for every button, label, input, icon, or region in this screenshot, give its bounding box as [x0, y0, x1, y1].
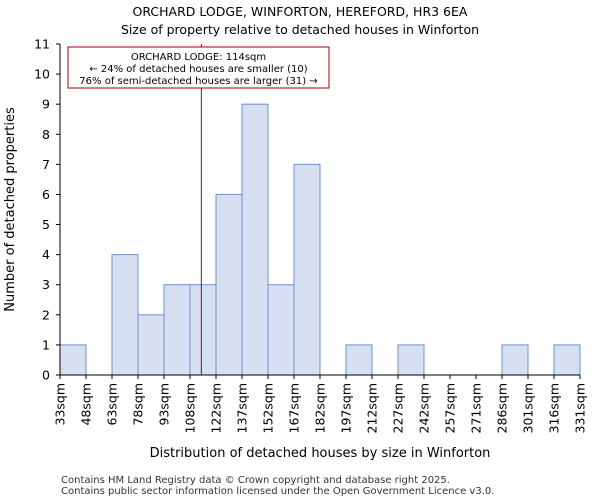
annotation-line-3: 76% of semi-detached houses are larger (… — [79, 76, 317, 87]
annotation-line-2: ← 24% of detached houses are smaller (10… — [89, 64, 307, 75]
x-tick-label: 271sqm — [469, 383, 484, 433]
chart-title: ORCHARD LODGE, WINFORTON, HEREFORD, HR3 … — [132, 4, 468, 19]
x-tick-label: 301sqm — [521, 383, 536, 433]
footer-copyright: Contains HM Land Registry data © Crown c… — [61, 475, 450, 486]
x-tick-label: 167sqm — [287, 383, 302, 433]
bar-286sqm — [501, 344, 529, 376]
bar-167sqm — [293, 163, 321, 376]
x-tick-label: 33sqm — [53, 383, 68, 426]
chart-subtitle: Size of property relative to detached ho… — [120, 22, 480, 37]
bar-137sqm — [241, 103, 269, 376]
x-tick-label: 227sqm — [391, 383, 406, 433]
y-tick-label: 3 — [42, 277, 50, 292]
x-tick-label: 78sqm — [131, 383, 146, 426]
y-tick-label: 1 — [42, 337, 50, 352]
bar-197sqm — [345, 344, 373, 376]
y-tick-label: 0 — [42, 368, 50, 383]
y-tick-label: 5 — [42, 217, 50, 232]
x-tick-label: 182sqm — [313, 383, 328, 433]
bar-93sqm — [163, 284, 191, 376]
x-tick-label: 108sqm — [183, 383, 198, 433]
bar-227sqm — [397, 344, 425, 376]
y-axis: 0 1 2 3 4 5 6 7 8 9 10 11 — [34, 37, 61, 383]
y-tick-label: 7 — [42, 157, 50, 172]
y-axis-label: Number of detached properties — [3, 107, 18, 312]
x-tick-label: 197sqm — [339, 383, 354, 433]
y-tick-label: 2 — [42, 307, 50, 322]
y-tick-label: 8 — [42, 127, 50, 142]
bar-63sqm — [111, 254, 139, 376]
x-tick-label: 122sqm — [209, 383, 224, 433]
x-tick-label: 316sqm — [547, 383, 562, 433]
bar-152sqm — [267, 284, 295, 376]
x-tick-label: 63sqm — [105, 383, 120, 426]
bar-78sqm — [137, 314, 165, 376]
x-tick-label: 286sqm — [495, 383, 510, 433]
y-tick-label: 4 — [42, 247, 50, 262]
x-tick-label: 257sqm — [443, 383, 458, 433]
y-tick-label: 10 — [34, 67, 50, 82]
annotation-box: ORCHARD LODGE: 114sqm ← 24% of detached … — [67, 46, 330, 89]
x-axis-label: Distribution of detached houses by size … — [150, 446, 491, 461]
y-tick-label: 11 — [34, 37, 50, 52]
x-tick-label: 152sqm — [261, 383, 276, 433]
x-tick-label: 331sqm — [573, 383, 588, 433]
y-tick-label: 6 — [42, 187, 50, 202]
annotation-rect — [67, 46, 330, 89]
bar-122sqm — [215, 193, 243, 376]
annotation-line-1: ORCHARD LODGE: 114sqm — [131, 52, 266, 63]
x-axis: 33sqm 48sqm 63sqm 78sqm 93sqm 108sqm 122sqm 137… — [53, 374, 588, 433]
x-tick-label: 242sqm — [417, 383, 432, 433]
bar-316sqm — [553, 344, 581, 376]
y-tick-label: 9 — [42, 97, 50, 112]
x-tick-label: 212sqm — [365, 383, 380, 433]
x-tick-label: 93sqm — [157, 383, 172, 426]
x-tick-label: 48sqm — [79, 383, 94, 426]
bars-group — [59, 103, 581, 376]
bar-108sqm — [189, 284, 217, 376]
bar-33sqm — [59, 344, 87, 376]
x-tick-label: 137sqm — [235, 383, 250, 433]
footer-licence: Contains public sector information licen… — [61, 486, 495, 497]
